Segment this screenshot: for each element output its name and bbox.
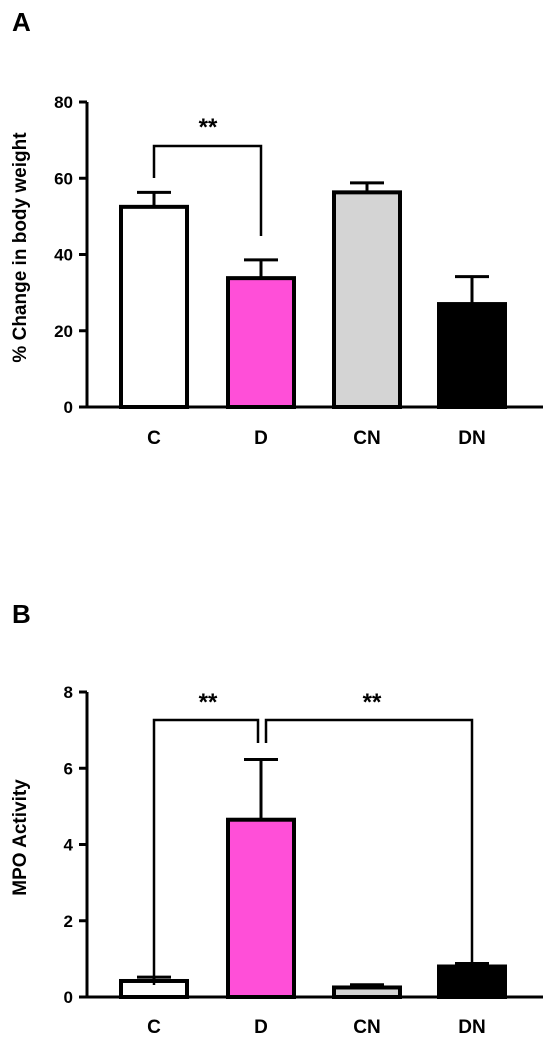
x-category-label: D [254,428,268,449]
significance-label: ** [199,689,218,716]
x-category-label: CN [353,428,380,449]
y-tick-label: 0 [64,398,73,417]
significance-bracket [264,718,474,965]
bar-dn [437,302,507,409]
x-category-label: CN [353,1017,380,1038]
y-tick-label: 8 [64,683,73,702]
y-tick-label: 20 [54,322,73,341]
x-category-label: DN [458,1017,485,1038]
bar-cn [332,985,402,999]
bar-cn [332,190,402,409]
significance-label: ** [363,689,382,716]
panel-b-chart: 0 2 4 6 8 MPO Activity C D CN DN ** ** [10,683,543,1038]
panel-b-letter: B [12,599,31,629]
y-tick-label: 6 [64,759,73,778]
y-tick-label: 2 [64,912,73,931]
y-tick-label: 80 [54,93,73,112]
y-tick-label: 60 [54,169,73,188]
significance-bracket [152,718,260,985]
significance-label: ** [199,114,218,141]
significance-bracket [152,144,263,236]
x-category-label: DN [458,428,485,449]
y-tick-label: 0 [64,988,73,1007]
bar-dn [437,964,507,999]
x-category-label: C [147,1017,161,1038]
bar-d [226,817,296,999]
panel-a-letter: A [12,7,31,37]
x-category-label: D [254,1017,268,1038]
y-tick-label: 40 [54,246,73,265]
x-category-label: C [147,428,161,449]
y-tick-label: 4 [64,836,74,855]
bar-c [119,204,189,409]
bar-d [226,276,296,410]
y-axis-title: MPO Activity [10,779,31,896]
panel-a-chart: 0 20 40 60 80 % Change in body weight C D CN DN ** [10,93,543,449]
y-axis-title: % Change in body weight [10,132,31,363]
